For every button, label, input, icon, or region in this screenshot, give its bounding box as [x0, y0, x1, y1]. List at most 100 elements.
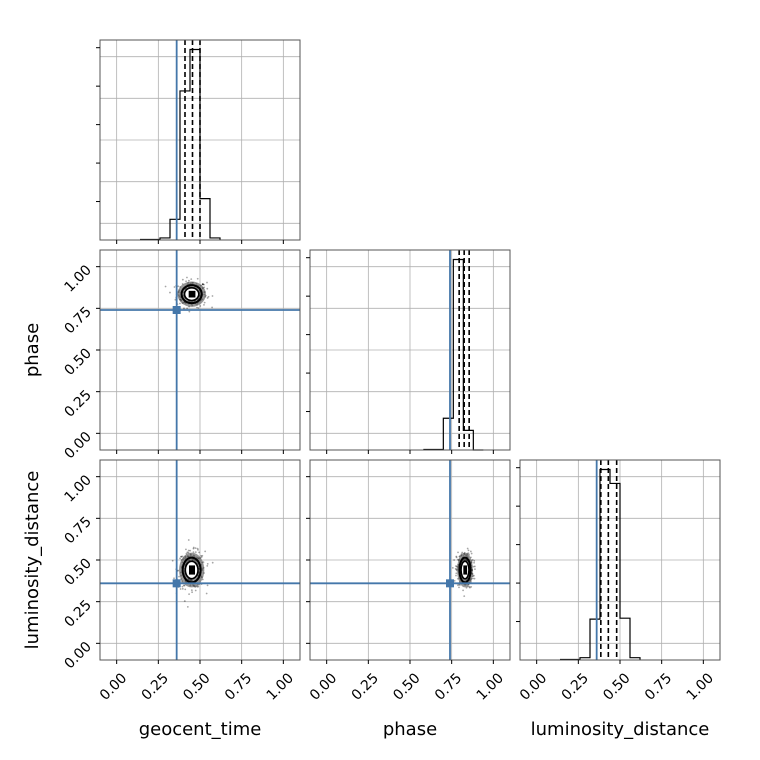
- sample-point: [473, 577, 476, 580]
- truth-marker: [172, 306, 181, 314]
- sample-point: [459, 584, 461, 586]
- sample-point: [453, 579, 456, 582]
- x-tick-label: 0.25: [139, 670, 172, 703]
- sample-point: [203, 301, 206, 304]
- sample-point: [457, 584, 459, 587]
- sample-point: [186, 276, 188, 279]
- sample-point: [457, 551, 459, 554]
- sample-point: [188, 593, 190, 596]
- contour-outer: [180, 284, 203, 305]
- sample-point: [181, 587, 184, 590]
- sample-point: [465, 586, 468, 589]
- sample-point: [203, 303, 205, 306]
- sample-point: [472, 565, 475, 568]
- sample-point: [468, 585, 471, 588]
- x-tick-label: 0.25: [349, 670, 382, 703]
- sample-point: [205, 592, 208, 595]
- sample-point: [455, 568, 458, 571]
- sample-point: [472, 574, 475, 577]
- x-tick-label: 0.75: [432, 670, 465, 703]
- x-tick-label: 0.50: [390, 670, 423, 703]
- x-axis-label-luminosity_distance: luminosity_distance: [531, 719, 710, 740]
- x-tick-label: 0.00: [97, 670, 130, 703]
- sample-point: [194, 589, 197, 592]
- sample-point: [181, 585, 184, 588]
- sample-point: [198, 551, 200, 554]
- hist-panel-geocent_time: [96, 39, 301, 244]
- sample-point: [469, 550, 472, 553]
- sample-point: [471, 558, 474, 561]
- sample-point: [206, 584, 209, 587]
- sample-point: [201, 283, 204, 286]
- contour-outer: [458, 556, 472, 584]
- sample-point: [179, 557, 181, 560]
- sample-point: [454, 567, 457, 570]
- sample-point: [473, 561, 475, 564]
- sample-point: [197, 585, 200, 588]
- y-tick-label: 0.50: [61, 346, 94, 379]
- x-tick-label: 1.00: [264, 670, 297, 703]
- sample-point: [180, 555, 183, 558]
- sample-point: [192, 551, 195, 553]
- sample-point: [461, 551, 464, 554]
- hist-panel-luminosity_distance: 0.00 0.25 0.50 0.75 1.00: [516, 459, 721, 704]
- sample-point: [190, 589, 193, 592]
- sample-point: [201, 283, 204, 286]
- sample-point: [192, 546, 195, 549]
- x-axis-label-phase: phase: [383, 719, 437, 740]
- sample-point: [183, 584, 186, 587]
- sample-point: [183, 307, 185, 310]
- histogram-phase: [442, 258, 484, 451]
- sample-point: [463, 595, 466, 598]
- sample-point: [196, 585, 199, 588]
- sample-point: [200, 556, 203, 558]
- sample-point: [457, 558, 459, 561]
- sample-point: [211, 561, 214, 564]
- sample-point: [458, 586, 460, 589]
- y-tick-label: 0.50: [61, 556, 94, 589]
- sample-point: [453, 559, 455, 561]
- sample-point: [470, 586, 473, 588]
- sample-point: [201, 554, 204, 557]
- sample-point: [471, 577, 474, 580]
- sample-point: [186, 551, 189, 554]
- sample-point: [467, 552, 470, 555]
- y-tick-label: 1.00: [61, 472, 94, 505]
- sample-point: [197, 549, 199, 551]
- sample-point: [474, 568, 476, 571]
- sample-point: [468, 586, 471, 589]
- sample-point: [164, 285, 167, 288]
- sample-point: [206, 562, 209, 565]
- sample-point: [196, 277, 199, 280]
- sample-point: [189, 549, 192, 552]
- x-tick-label: 0.00: [307, 670, 340, 703]
- sample-point: [206, 297, 209, 299]
- sample-point: [185, 548, 187, 551]
- truth-marker: [446, 579, 454, 588]
- histogram-luminosity_distance: [579, 468, 641, 660]
- y-tick-label: 0.75: [61, 304, 94, 337]
- sample-point: [186, 307, 188, 310]
- sample-point: [169, 291, 171, 294]
- sample-point: [182, 584, 185, 587]
- sample-point: [180, 555, 182, 558]
- sample-point: [171, 559, 174, 562]
- y-tick-label: 0.00: [61, 639, 94, 672]
- sample-point: [199, 305, 202, 307]
- hist-panel-phase: [306, 249, 511, 454]
- sample-point: [196, 306, 198, 309]
- x-tick-label: 0.75: [222, 670, 255, 703]
- sample-point: [194, 551, 197, 554]
- truth-marker: [172, 579, 181, 588]
- sample-point: [181, 555, 184, 558]
- sample-point: [177, 569, 179, 572]
- sample-point: [472, 575, 474, 577]
- y-tick-label: 0.75: [61, 514, 94, 547]
- y-axis-label-phase: phase: [22, 323, 43, 377]
- x-tick-label: 1.00: [684, 670, 717, 703]
- sample-point: [455, 565, 457, 567]
- sample-point: [207, 295, 210, 298]
- x-tick-label: 0.00: [517, 670, 550, 703]
- y-tick-label: 0.25: [61, 387, 94, 420]
- sample-point: [183, 600, 186, 602]
